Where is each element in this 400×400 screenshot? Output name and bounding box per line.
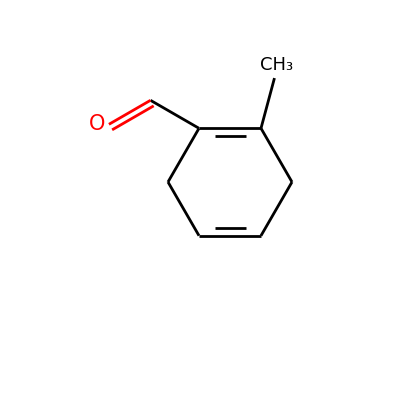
- Text: CH₃: CH₃: [260, 56, 293, 74]
- Text: O: O: [88, 114, 105, 134]
